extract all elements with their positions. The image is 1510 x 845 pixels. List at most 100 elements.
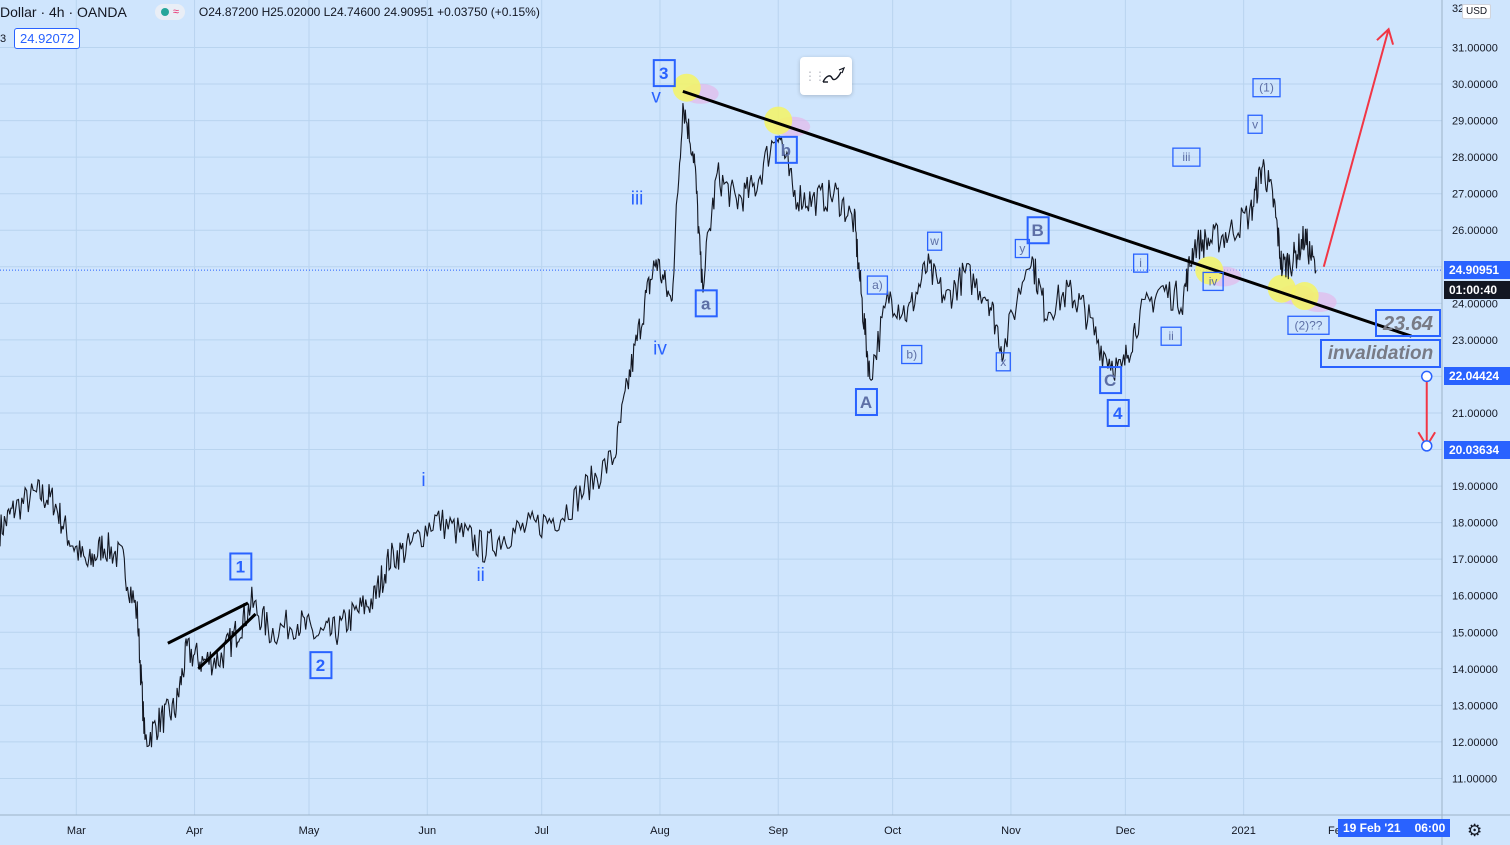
wave-label-box bbox=[229, 552, 253, 581]
y-tick-label: 14.00000 bbox=[1452, 664, 1498, 676]
wave-label: C bbox=[1104, 371, 1116, 390]
wave-label-box-small bbox=[1132, 253, 1149, 273]
y-tick-label: 21.00000 bbox=[1452, 408, 1498, 420]
wave-label: 1 bbox=[236, 557, 245, 576]
drawing-toolbar[interactable]: ⋮⋮ bbox=[800, 57, 852, 95]
wave-label-small: (1) bbox=[1259, 81, 1274, 95]
level-handle bbox=[1420, 440, 1433, 452]
x-tick-label: Mar bbox=[67, 825, 86, 837]
x-tick-label-cut: Fe bbox=[1328, 825, 1341, 837]
wave-label-box bbox=[652, 59, 676, 88]
wave-label-small: a) bbox=[872, 278, 883, 292]
y-tick-label: 28.00000 bbox=[1452, 152, 1498, 164]
wave-label-small: (2)?? bbox=[1294, 318, 1322, 332]
x-tick-label: Apr bbox=[186, 825, 203, 837]
x-tick-label: May bbox=[299, 825, 320, 837]
y-tick-label: 23.00000 bbox=[1452, 335, 1498, 347]
chart-header: Dollar · 4h · OANDA ≈ O24.87200 H25.0200… bbox=[0, 4, 540, 20]
wave-label-box-small bbox=[1160, 326, 1182, 346]
wave-label-box-small bbox=[901, 344, 923, 365]
level-label-lower: 20.03634 bbox=[1444, 441, 1510, 459]
price-series-line bbox=[0, 103, 1317, 748]
plot-area bbox=[0, 0, 1442, 815]
y-tick-label: 29.00000 bbox=[1452, 116, 1498, 128]
wave-label: b bbox=[781, 141, 791, 160]
status-dot-icon bbox=[160, 8, 169, 16]
wave-label-small: x bbox=[1000, 355, 1006, 369]
arrow-head bbox=[1376, 27, 1395, 45]
y-tick-label: 18.00000 bbox=[1452, 518, 1498, 530]
wave-label-box-small bbox=[1202, 271, 1224, 292]
wave-label-box bbox=[854, 388, 878, 417]
y-tick-label: 30.00000 bbox=[1452, 79, 1498, 91]
wave-label: 3 bbox=[659, 64, 668, 83]
y-tick-label: 24.00000 bbox=[1452, 298, 1498, 310]
x-tick-label: Nov bbox=[1001, 825, 1021, 837]
x-tick-label: 2021 bbox=[1231, 825, 1255, 837]
wave-label: A bbox=[860, 393, 872, 412]
y-tick-label: 11.00000 bbox=[1452, 773, 1497, 785]
wave-label-box-small bbox=[1172, 147, 1201, 167]
currency-badge[interactable]: USD bbox=[1462, 4, 1492, 19]
wave-label-box bbox=[1106, 398, 1130, 427]
wave-label-box bbox=[694, 289, 718, 318]
projection-arrow bbox=[1322, 28, 1390, 268]
y-tick-label: 16.00000 bbox=[1452, 591, 1498, 603]
wave-label-small: w bbox=[929, 234, 939, 248]
y-tick-label: 13.00000 bbox=[1452, 700, 1498, 712]
highlight-circle bbox=[764, 106, 793, 135]
symbol-label[interactable]: Dollar · 4h · OANDA bbox=[0, 4, 127, 20]
wave-label-small: v bbox=[1252, 117, 1258, 131]
x-tick-label: Jun bbox=[418, 825, 436, 837]
x-tick-label: Jul bbox=[535, 825, 549, 837]
ohlc-readout: O24.87200 H25.02000 L24.74600 24.90951 +… bbox=[198, 5, 540, 19]
invalidation-annotation[interactable]: invalidation bbox=[1320, 339, 1441, 368]
left-fragment: 3 bbox=[0, 33, 7, 45]
current-value-box: 24.92072 bbox=[14, 28, 81, 49]
y-tick-label: 26.00000 bbox=[1452, 225, 1498, 237]
trendline bbox=[682, 89, 1412, 338]
time-cursor-label: 19 Feb '21 06:00 bbox=[1338, 819, 1451, 837]
wave-label-small: i bbox=[1139, 256, 1142, 270]
wave-label-box-small bbox=[1247, 114, 1263, 134]
y-tick-label: 19.00000 bbox=[1452, 481, 1498, 493]
wave-label-plain: v bbox=[651, 86, 661, 107]
wave-label-small: y bbox=[1019, 242, 1025, 256]
wave-label-box-small bbox=[1252, 78, 1281, 98]
gear-icon[interactable]: ⚙ bbox=[1467, 821, 1483, 840]
wave-label: 4 bbox=[1113, 404, 1123, 423]
wave-label-plain: iii bbox=[631, 189, 644, 210]
highlight-circle bbox=[1195, 256, 1224, 285]
brush-icon[interactable] bbox=[820, 66, 846, 86]
wave-label-plain: ii bbox=[476, 565, 484, 586]
target-annotation[interactable]: 23.64 bbox=[1375, 309, 1441, 337]
x-tick-label: Aug bbox=[650, 825, 670, 837]
y-tick-label: 31.00000 bbox=[1452, 43, 1498, 55]
wave-label-plain: i bbox=[421, 470, 425, 491]
bar-countdown: 01:00:40 bbox=[1444, 281, 1510, 299]
wave-label-box bbox=[1026, 216, 1050, 245]
wave-label-small: b) bbox=[906, 348, 917, 362]
level-handle bbox=[1420, 370, 1433, 383]
y-tick-label: 27.00000 bbox=[1452, 189, 1498, 201]
wave-label-plain: iv bbox=[653, 339, 667, 360]
x-tick-label: Oct bbox=[884, 825, 901, 837]
wave-icon: ≈ bbox=[172, 6, 179, 18]
wave-label-box-small bbox=[995, 352, 1011, 372]
wave-label-box bbox=[1099, 366, 1123, 395]
wave-label-box bbox=[309, 651, 333, 680]
x-tick-label: Dec bbox=[1116, 825, 1136, 837]
wave-label: a bbox=[701, 294, 711, 313]
wave-label-small: ii bbox=[1168, 329, 1173, 343]
level-label-upper: 22.04424 bbox=[1444, 367, 1510, 385]
wave-label-box-small bbox=[1287, 315, 1330, 335]
current-price-label: 24.90951 bbox=[1444, 261, 1510, 279]
drag-grip-icon[interactable]: ⋮⋮ bbox=[804, 69, 826, 83]
wave-label-small: iii bbox=[1182, 150, 1190, 164]
cursor-time: 06:00 bbox=[1414, 821, 1446, 835]
y-tick-label: 15.00000 bbox=[1452, 627, 1498, 639]
indicator-toggles[interactable]: ≈ bbox=[154, 4, 185, 20]
wave-label-small: iv bbox=[1209, 274, 1218, 288]
